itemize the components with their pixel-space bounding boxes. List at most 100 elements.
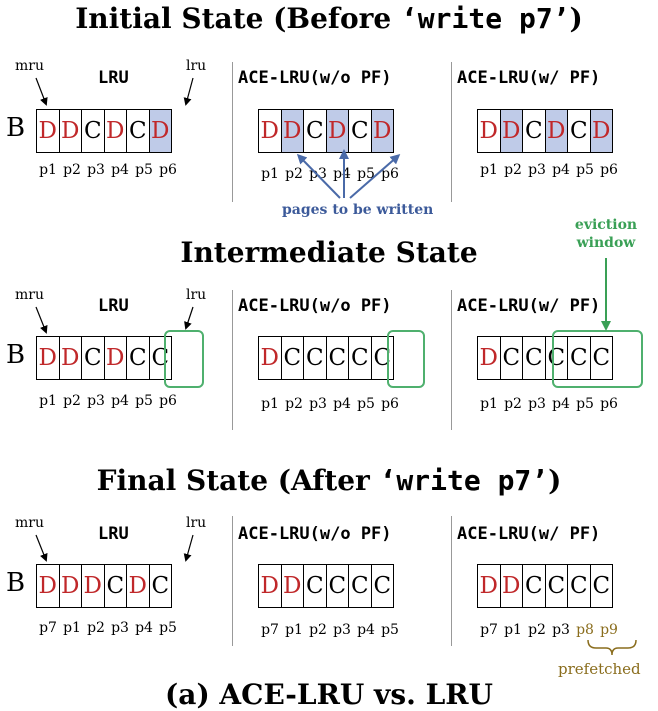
prefetched-label: prefetched — [558, 660, 641, 678]
page-label: p4 — [552, 396, 570, 412]
page-label: p2 — [528, 622, 546, 638]
page-label: p6 — [159, 393, 177, 409]
page-label: p2 — [504, 396, 522, 412]
page-label: p1 — [63, 620, 81, 636]
page-label: p6 — [159, 162, 177, 178]
page-label: p4 — [357, 622, 375, 638]
buffer-label: B — [6, 340, 26, 370]
page-labels: p1 p2 p3 p4 p5 p6 — [477, 396, 621, 412]
page-label: p4 — [552, 162, 570, 178]
page-label: p4 — [333, 166, 351, 182]
header-ace-lru-w-pf: ACE-LRU(w/ PF) — [457, 68, 601, 88]
buffer-label: B — [6, 568, 26, 598]
page-label: p5 — [381, 622, 399, 638]
eviction-window-box — [387, 330, 425, 388]
page-label: p3 — [528, 396, 546, 412]
page-label: p3 — [528, 162, 546, 178]
page-label: p6 — [600, 162, 618, 178]
page-label: p2 — [285, 166, 303, 182]
lru-label: lru — [186, 287, 207, 303]
header-ace-lru-wo-pf: ACE-LRU(w/o PF) — [238, 524, 392, 544]
mru-label: mru — [15, 58, 44, 74]
header-lru: LRU — [98, 68, 129, 88]
page-label: p3 — [552, 622, 570, 638]
clean-page-cell: C — [148, 564, 172, 608]
page-label: p2 — [309, 622, 327, 638]
page-label: p3 — [111, 620, 129, 636]
eviction-window-box — [552, 330, 643, 388]
eviction-window-label: eviction window — [574, 217, 638, 251]
header-ace-lru-wo-pf: ACE-LRU(w/o PF) — [238, 68, 392, 88]
page-labels: p1 p2 p3 p4 p5 p6 — [477, 162, 621, 178]
page-label: p1 — [261, 396, 279, 412]
page-label: p4 — [111, 162, 129, 178]
page-labels: p1 p2 p3 p4 p5 p6 — [258, 396, 402, 412]
page-label: p5 — [576, 396, 594, 412]
dirty-page-cell: D — [280, 109, 304, 153]
lru-arrow — [183, 77, 194, 106]
lru-arrow — [183, 534, 194, 562]
dirty-page-cell: D — [589, 109, 613, 153]
page-labels: p7 p1 p2 p3 p4 p5 — [36, 620, 180, 636]
page-label: p3 — [309, 396, 327, 412]
eviction-window-box — [164, 330, 204, 388]
lru-label: lru — [186, 515, 207, 531]
page-label: p4 — [135, 620, 153, 636]
mru-label: mru — [15, 287, 44, 303]
header-ace-lru-w-pf: ACE-LRU(w/ PF) — [457, 524, 601, 544]
dirty-page-cell: D — [148, 109, 172, 153]
clean-page-cell: C — [589, 336, 613, 380]
write-arrow — [296, 153, 341, 199]
page-label: p2 — [87, 620, 105, 636]
page-label: p2 — [285, 396, 303, 412]
page-label: p1 — [39, 162, 57, 178]
separator — [232, 516, 233, 646]
separator — [232, 290, 233, 430]
page-label: p1 — [504, 622, 522, 638]
page-label: p2 — [504, 162, 522, 178]
page-label: p6 — [600, 396, 618, 412]
title-initial-state: Initial State (Before ‘write p7’) — [75, 2, 583, 35]
page-label: p7 — [261, 622, 279, 638]
page-label: p3 — [333, 622, 351, 638]
separator — [451, 516, 452, 646]
dirty-page-cell: D — [370, 109, 394, 153]
page-label: p1 — [39, 393, 57, 409]
page-label: p6 — [381, 166, 399, 182]
page-label: p3 — [87, 393, 105, 409]
clean-page-cell: C — [370, 336, 394, 380]
page-label: p5 — [576, 162, 594, 178]
mru-arrow — [35, 534, 48, 562]
mru-arrow — [35, 306, 48, 334]
buffer-label: B — [6, 113, 26, 143]
page-labels: p7 p1 p2 p3 p4 p5 — [258, 622, 402, 638]
page-label: p1 — [285, 622, 303, 638]
clean-page-cell: C — [589, 564, 613, 608]
title-final-state: Final State (After ‘write p7’) — [96, 464, 562, 497]
lru-label: lru — [186, 58, 207, 74]
page-label: p1 — [261, 166, 279, 182]
header-ace-lru-wo-pf: ACE-LRU(w/o PF) — [238, 296, 392, 316]
page-label: p5 — [159, 620, 177, 636]
header-ace-lru-w-pf: ACE-LRU(w/ PF) — [457, 296, 601, 316]
page-labels: p1 p2 p3 p4 p5 p6 — [36, 393, 180, 409]
page-label: p7 — [39, 620, 57, 636]
separator — [232, 62, 233, 202]
page-label: p5 — [135, 162, 153, 178]
page-label: p2 — [63, 393, 81, 409]
arrow-overlay — [35, 77, 637, 656]
page-labels: p1 p2 p3 p4 p5 p6 — [36, 162, 180, 178]
page-label: p6 — [381, 396, 399, 412]
page-label: p8 — [576, 622, 594, 638]
page-label: p5 — [357, 166, 375, 182]
separator — [451, 290, 452, 430]
write-arrow — [349, 154, 401, 199]
clean-page-cell: C — [370, 564, 394, 608]
dirty-page-cell: D — [325, 109, 349, 153]
